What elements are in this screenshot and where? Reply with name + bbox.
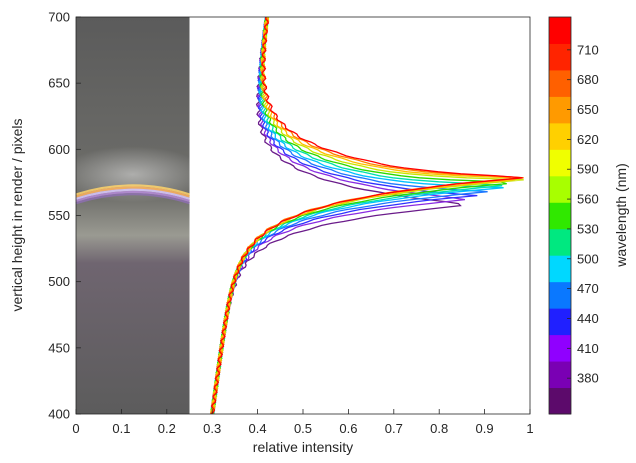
- colorbar-tick-label: 590: [577, 162, 599, 177]
- render-strip-band: [75, 193, 190, 205]
- x-tick-label: 0.7: [385, 421, 403, 436]
- colorbar-segment: [549, 149, 571, 177]
- colorbar-tick-label: 440: [577, 311, 599, 326]
- y-tick-label: 650: [48, 76, 70, 91]
- colorbar-segment: [549, 361, 571, 389]
- colorbar-segment: [549, 17, 571, 44]
- y-tick-label: 700: [48, 10, 70, 25]
- intensity-curves: [209, 17, 524, 414]
- y-axis-label: vertical height in render / pixels: [9, 119, 25, 312]
- y-tick-label: 600: [48, 142, 70, 157]
- colorbar-tick-label: 470: [577, 281, 599, 296]
- colorbar-segment: [549, 43, 571, 71]
- colorbar-segment: [549, 122, 571, 150]
- colorbar-segment: [549, 228, 571, 256]
- render-strip-band: [75, 186, 190, 198]
- colorbar-tick-label: 710: [577, 42, 599, 57]
- colorbar-tick-label: 560: [577, 192, 599, 207]
- x-tick-label: 0.9: [476, 421, 494, 436]
- y-tick-label: 500: [48, 274, 70, 289]
- x-tick-label: 1: [526, 421, 533, 436]
- series-line: [210, 17, 523, 414]
- render-strip-band: [75, 190, 190, 203]
- x-tick-label: 0.2: [158, 421, 176, 436]
- colorbar-segment: [549, 69, 571, 97]
- colorbar-tick-label: 620: [577, 132, 599, 147]
- colorbar-segment: [549, 96, 571, 124]
- colorbar-tick-label: 680: [577, 72, 599, 87]
- render-strip-band: [75, 184, 190, 196]
- x-tick-label: 0.4: [249, 421, 267, 436]
- x-tick-label: 0.6: [339, 421, 357, 436]
- colorbar-segment: [549, 308, 571, 336]
- colorbar-tick-label: 530: [577, 221, 599, 236]
- colorbar-segment: [549, 202, 571, 230]
- colorbar-segment: [549, 387, 571, 415]
- colorbar-tick-label: 410: [577, 341, 599, 356]
- x-tick-label: 0.5: [294, 421, 312, 436]
- y-tick-label: 450: [48, 340, 70, 355]
- colorbar-segment: [549, 255, 571, 283]
- y-tick-label: 550: [48, 208, 70, 223]
- x-tick-label: 0.1: [112, 421, 130, 436]
- x-axis-label: relative intensity: [253, 439, 353, 455]
- y-axis: 400 450 500 550 600 650 700: [48, 10, 81, 422]
- colorbar-tick-label: 500: [577, 251, 599, 266]
- colorbar-label: wavelength (nm): [613, 163, 629, 268]
- colorbar-segment: [549, 175, 571, 203]
- colorbar-segment: [549, 334, 571, 362]
- wavelength-colorbar: 380 410 440 470 500 530 560 590 620 650 680 710: [548, 16, 599, 415]
- colorbar-tick-label: 380: [577, 371, 599, 386]
- y-tick-label: 400: [48, 407, 70, 422]
- render-strip-image: [58, 17, 207, 414]
- colorbar-border: [548, 16, 572, 415]
- colorbar-tick-label: 650: [577, 102, 599, 117]
- x-tick-label: 0.3: [203, 421, 221, 436]
- x-tick-label: 0: [72, 421, 79, 436]
- render-strip-band: [75, 188, 190, 200]
- render-strip-background: [76, 17, 190, 414]
- colorbar-segment: [549, 281, 571, 309]
- x-tick-label: 0.8: [430, 421, 448, 436]
- x-axis: 0 0.1 0.2 0.3 0.4 0.5 0.6 0.7 0.8 0.9 1: [72, 409, 534, 436]
